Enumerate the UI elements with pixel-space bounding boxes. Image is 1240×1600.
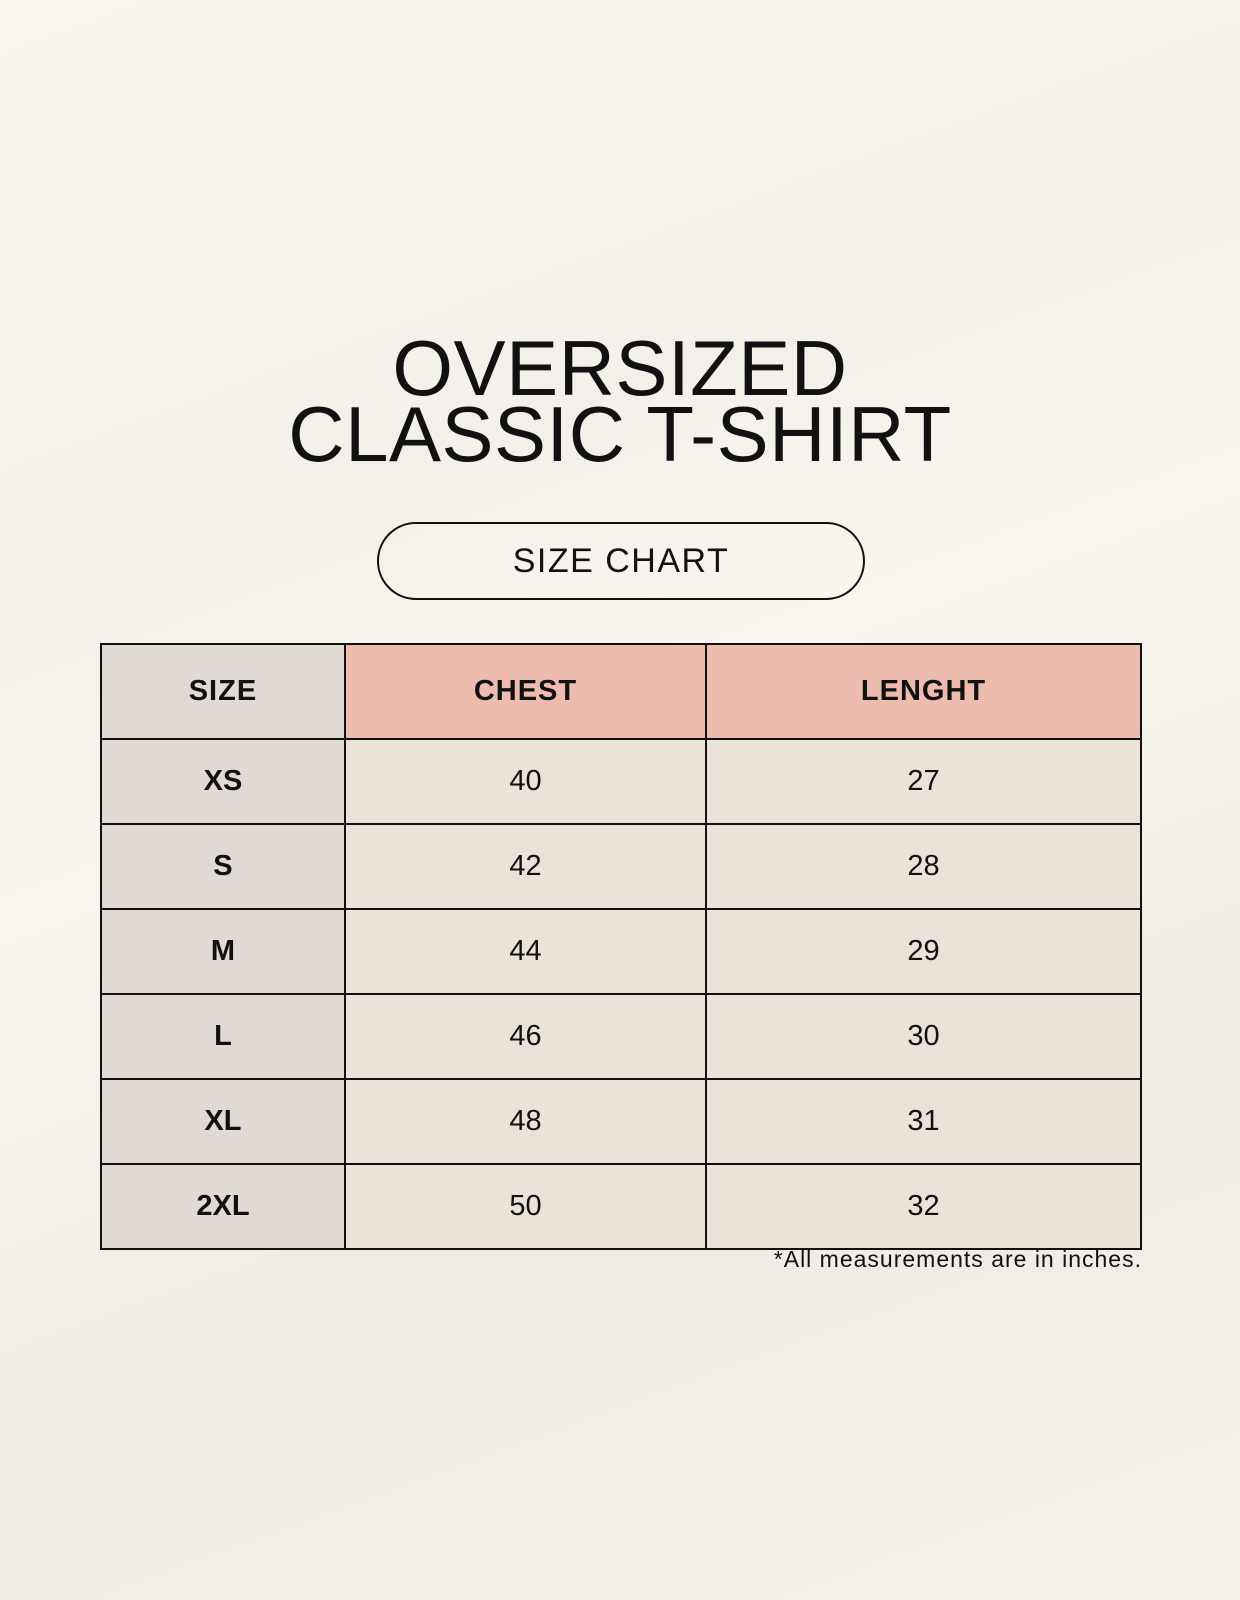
chest-cell: 48 [343,1078,708,1165]
size-cell: XL [100,1078,346,1165]
table-row: S 42 28 [100,823,1142,910]
table-row: XL 48 31 [100,1078,1142,1165]
length-cell: 27 [705,738,1142,825]
chest-cell: 46 [343,993,708,1080]
table-row: L 46 30 [100,993,1142,1080]
header-chest: CHEST [343,643,708,740]
title-line-1: OVERSIZED [392,324,848,412]
size-cell: M [100,908,346,995]
length-cell: 31 [705,1078,1142,1165]
chest-cell: 44 [343,908,708,995]
table-row: M 44 29 [100,908,1142,995]
table-row: 2XL 50 32 [100,1163,1142,1250]
page-title: OVERSIZED CLASSIC T-SHIRT [0,324,1240,478]
size-cell: L [100,993,346,1080]
length-cell: 30 [705,993,1142,1080]
length-cell: 28 [705,823,1142,910]
footnote: *All measurements are in inches. [773,1246,1142,1272]
length-cell: 32 [705,1163,1142,1250]
chest-cell: 50 [343,1163,708,1250]
size-cell: XS [100,738,346,825]
header-length: LENGHT [705,643,1142,740]
table-row: XS 40 27 [100,738,1142,825]
chest-cell: 42 [343,823,708,910]
size-cell: 2XL [100,1163,346,1250]
table-header-row: SIZE CHEST LENGHT [100,643,1142,740]
size-cell: S [100,823,346,910]
size-chart-label: SIZE CHART [512,541,730,580]
size-chart-badge: SIZE CHART [377,522,865,600]
header-size: SIZE [100,643,346,740]
size-table: SIZE CHEST LENGHT XS 40 27 S 42 28 M 44 29 L 46 30 X… [100,643,1142,1250]
chest-cell: 40 [343,738,708,825]
title-line-2: CLASSIC T-SHIRT [288,390,952,478]
length-cell: 29 [705,908,1142,995]
